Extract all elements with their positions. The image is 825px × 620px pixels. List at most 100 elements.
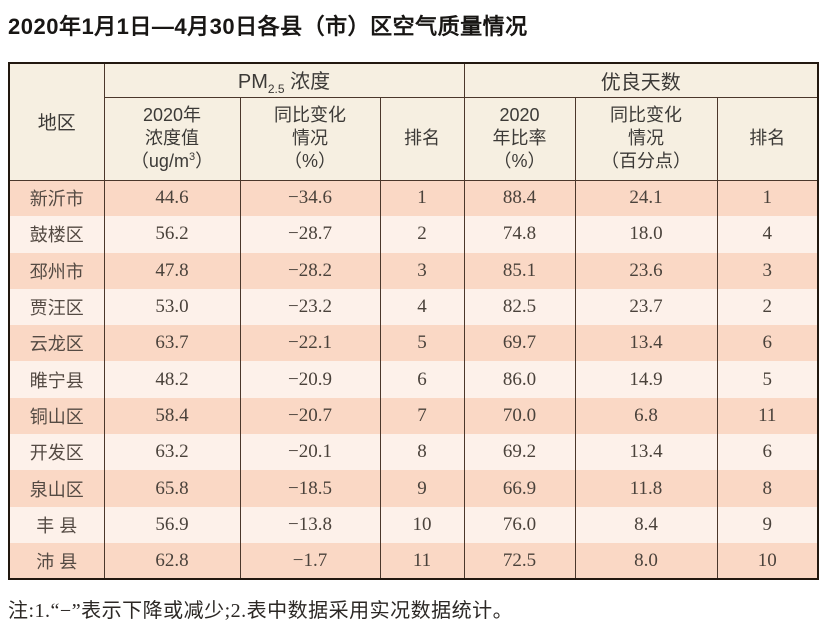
table-row: 丰 县 56.9 −13.8 10 76.0 8.4 9 — [8, 506, 819, 543]
group-header-row: 地区 PM2.5 浓度 优良天数 — [8, 63, 819, 181]
value-cell: 48.2 — [103, 361, 241, 398]
table-body: 新沂市 44.6 −34.6 1 88.4 24.1 1 鼓楼区 56.2 −28.7 2 74.8 1… — [8, 180, 819, 580]
value-cell: 6 — [379, 361, 465, 398]
value-cell: 2 — [379, 216, 465, 253]
page-title: 2020年1月1日—4月30日各县（市）区空气质量情况 — [8, 14, 528, 39]
value-cell: 74.8 — [463, 216, 576, 253]
value-cell: 58.4 — [103, 397, 241, 435]
value-cell: −23.2 — [239, 288, 381, 326]
cubic-sup: 3 — [188, 151, 196, 164]
table-row: 邳州市 47.8 −28.2 3 85.1 23.6 3 — [8, 252, 819, 289]
table-row: 铜山区 58.4 −20.7 7 70.0 6.8 11 — [8, 397, 819, 435]
pm25-rest: 浓度 — [284, 70, 331, 93]
value-cell: 8.4 — [574, 506, 718, 543]
pm25-base: PM — [237, 70, 268, 93]
footnote: 注:1.“−”表示下降或减少;2.表中数据采用实况数据统计。 — [8, 600, 514, 620]
value-cell: 3 — [379, 252, 465, 289]
table-row: 新沂市 44.6 −34.6 1 88.4 24.1 1 — [8, 180, 819, 217]
col-header-region: 地区 — [8, 63, 105, 181]
value-cell: 14.9 — [574, 361, 718, 398]
table-row: 云龙区 63.7 −22.1 5 69.7 13.4 6 — [8, 325, 819, 362]
value-cell: 63.7 — [103, 325, 241, 362]
value-cell: 44.6 — [103, 180, 241, 217]
value-cell: 82.5 — [463, 288, 576, 326]
table-row: 泉山区 65.8 −18.5 9 66.9 11.8 8 — [8, 470, 819, 507]
pm-value-line1: 2020年 — [142, 104, 202, 125]
group-header-pm25: PM2.5 浓度 — [103, 63, 465, 98]
value-cell: 62.8 — [103, 542, 241, 580]
value-cell: 10 — [379, 506, 465, 543]
value-cell: 85.1 — [463, 252, 576, 289]
table-row: 沛 县 62.8 −1.7 11 72.5 8.0 10 — [8, 542, 819, 580]
value-cell: 24.1 — [574, 180, 718, 217]
value-cell: 6.8 — [574, 397, 718, 435]
value-cell: −20.9 — [239, 361, 381, 398]
pm-value-unit: （ug/m3） — [130, 151, 214, 172]
group-header-good-days: 优良天数 — [463, 63, 819, 98]
col-header-pm-rank: 排名 — [379, 97, 465, 181]
value-cell: 72.5 — [463, 542, 576, 580]
value-cell: 9 — [716, 506, 819, 543]
value-cell: 86.0 — [463, 361, 576, 398]
value-cell: 56.2 — [103, 216, 241, 253]
col-header-good-change: 同比变化 情况 （百分点） — [574, 97, 718, 181]
table-row: 睢宁县 48.2 −20.9 6 86.0 14.9 5 — [8, 361, 819, 398]
region-cell: 邳州市 — [8, 252, 105, 289]
region-cell: 云龙区 — [8, 325, 105, 362]
value-cell: −18.5 — [239, 470, 381, 507]
value-cell: 23.7 — [574, 288, 718, 326]
value-cell: 13.4 — [574, 325, 718, 362]
value-cell: 69.2 — [463, 434, 576, 471]
col-header-pm-change: 同比变化 情况 （%） — [239, 97, 381, 181]
value-cell: 18.0 — [574, 216, 718, 253]
region-cell: 沛 县 — [8, 542, 105, 580]
value-cell: 63.2 — [103, 434, 241, 471]
value-cell: 10 — [716, 542, 819, 580]
value-cell: −28.2 — [239, 252, 381, 289]
col-header-pm-value: 2020年 浓度值 （ug/m3） — [103, 97, 241, 181]
pm-value-line2: 浓度值 — [145, 127, 199, 148]
table-row: 鼓楼区 56.2 −28.7 2 74.8 18.0 4 — [8, 216, 819, 253]
value-cell: 76.0 — [463, 506, 576, 543]
value-cell: 9 — [379, 470, 465, 507]
value-cell: 70.0 — [463, 397, 576, 435]
value-cell: −13.8 — [239, 506, 381, 543]
value-cell: 8 — [716, 470, 819, 507]
region-cell: 泉山区 — [8, 470, 105, 507]
table-row: 贾汪区 53.0 −23.2 4 82.5 23.7 2 — [8, 288, 819, 326]
region-cell: 鼓楼区 — [8, 216, 105, 253]
value-cell: 5 — [379, 325, 465, 362]
value-cell: 8.0 — [574, 542, 718, 580]
value-cell: 4 — [379, 288, 465, 326]
value-cell: 4 — [716, 216, 819, 253]
value-cell: 23.6 — [574, 252, 718, 289]
value-cell: 1 — [716, 180, 819, 217]
col-header-good-rank: 排名 — [716, 97, 819, 181]
value-cell: 6 — [716, 325, 819, 362]
value-cell: 7 — [379, 397, 465, 435]
air-quality-table: 地区 PM2.5 浓度 优良天数 2020年 浓度值 （ug/m3） 同比变化 … — [8, 62, 820, 581]
value-cell: 11 — [716, 397, 819, 435]
value-cell: 6 — [716, 434, 819, 471]
value-cell: 11.8 — [574, 470, 718, 507]
value-cell: 47.8 — [103, 252, 241, 289]
value-cell: 88.4 — [463, 180, 576, 217]
value-cell: 53.0 — [103, 288, 241, 326]
value-cell: −1.7 — [239, 542, 381, 580]
value-cell: 2 — [716, 288, 819, 326]
value-cell: −22.1 — [239, 325, 381, 362]
value-cell: 65.8 — [103, 470, 241, 507]
col-header-good-rate: 2020 年比率 （%） — [463, 97, 576, 181]
value-cell: 1 — [379, 180, 465, 217]
value-cell: 11 — [379, 542, 465, 580]
value-cell: 13.4 — [574, 434, 718, 471]
sub-header-row: 2020年 浓度值 （ug/m3） 同比变化 情况 （%） 排名 2020 年比… — [9, 97, 819, 181]
value-cell: −20.1 — [239, 434, 381, 471]
region-cell: 铜山区 — [8, 397, 105, 435]
table-header: 地区 PM2.5 浓度 优良天数 2020年 浓度值 （ug/m3） 同比变化 … — [8, 63, 819, 181]
value-cell: 5 — [716, 361, 819, 398]
value-cell: −20.7 — [239, 397, 381, 435]
value-cell: 56.9 — [103, 506, 241, 543]
value-cell: −28.7 — [239, 216, 381, 253]
table-row: 开发区 63.2 −20.1 8 69.2 13.4 6 — [8, 434, 819, 471]
